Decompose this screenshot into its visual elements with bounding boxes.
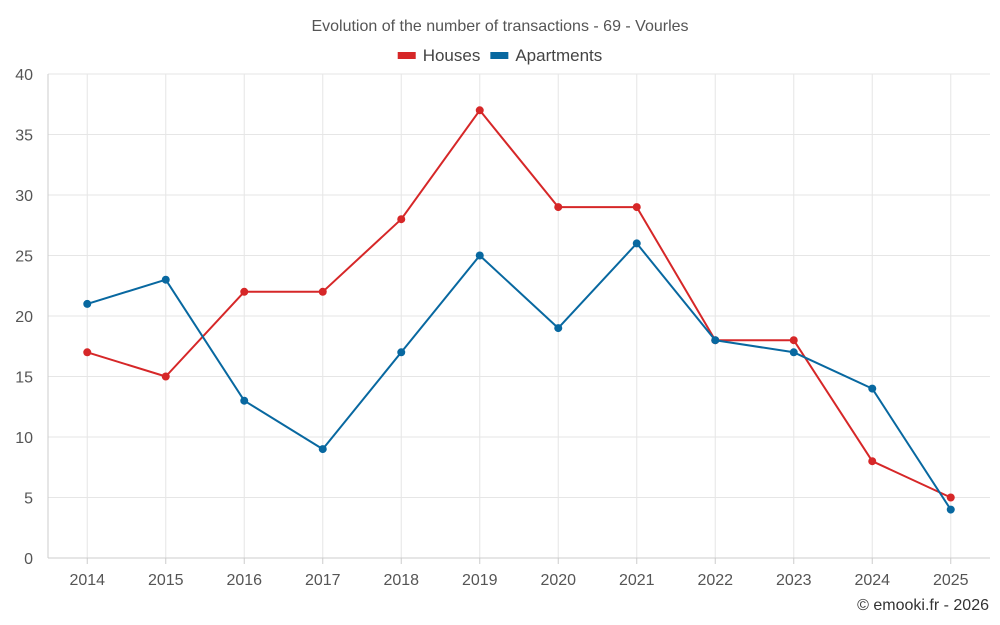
- data-point-houses-2023[interactable]: [789, 336, 798, 345]
- legend-swatch-apartments: [490, 52, 509, 59]
- gridlines: [48, 73, 990, 558]
- data-point-houses-2021[interactable]: [632, 203, 641, 212]
- data-point-apartments-2014[interactable]: [83, 299, 92, 308]
- data-point-houses-2024[interactable]: [868, 457, 877, 466]
- data-point-houses-2017[interactable]: [318, 287, 327, 296]
- data-point-apartments-2020[interactable]: [554, 324, 563, 333]
- x-tick-label: 2025: [933, 572, 969, 589]
- y-tick-label: 30: [15, 188, 33, 205]
- x-tick-label: 2021: [619, 572, 655, 589]
- x-tick-label: 2022: [697, 572, 733, 589]
- data-point-houses-2020[interactable]: [554, 203, 563, 212]
- data-point-apartments-2018[interactable]: [397, 348, 406, 357]
- data-point-apartments-2019[interactable]: [475, 251, 484, 260]
- data-point-apartments-2025[interactable]: [946, 505, 955, 514]
- data-point-houses-2018[interactable]: [397, 215, 406, 224]
- y-tick-label: 15: [15, 370, 33, 387]
- x-tick-label: 2014: [69, 572, 105, 589]
- legend[interactable]: Houses Apartments: [397, 46, 603, 65]
- x-tick-label: 2018: [383, 572, 419, 589]
- data-point-apartments-2023[interactable]: [789, 348, 798, 357]
- data-point-houses-2019[interactable]: [475, 106, 484, 115]
- data-point-houses-2015[interactable]: [161, 372, 170, 381]
- series-line-houses: [86, 109, 952, 499]
- x-tick-label: 2015: [148, 572, 184, 589]
- series-group: [83, 106, 955, 514]
- legend-item-apartments[interactable]: Apartments: [490, 46, 602, 65]
- x-axis-ticks: 2014 2015 2016 2017 2018 2019 2020 2021 2022 2023…: [69, 572, 968, 589]
- legend-item-houses[interactable]: Houses: [397, 46, 481, 65]
- chart-title: Evolution of the number of transactions …: [311, 18, 688, 35]
- data-point-apartments-2022[interactable]: [711, 336, 720, 345]
- y-tick-label: 10: [15, 430, 33, 447]
- data-point-apartments-2017[interactable]: [318, 445, 327, 454]
- x-tick-label: 2019: [462, 572, 498, 589]
- axes: [47, 74, 990, 564]
- series-line-apartments: [86, 242, 952, 511]
- data-point-houses-2025[interactable]: [946, 493, 955, 502]
- y-tick-label: 20: [15, 309, 33, 326]
- legend-label-houses: Houses: [423, 46, 481, 65]
- x-tick-label: 2016: [226, 572, 262, 589]
- legend-label-apartments: Apartments: [515, 46, 602, 65]
- y-tick-label: 25: [15, 249, 33, 266]
- data-point-apartments-2024[interactable]: [868, 384, 877, 393]
- y-tick-label: 5: [24, 491, 33, 508]
- data-point-apartments-2021[interactable]: [632, 239, 641, 248]
- y-tick-label: 40: [15, 67, 33, 84]
- legend-swatch-houses: [397, 52, 416, 59]
- x-tick-label: 2024: [854, 572, 890, 589]
- y-tick-label: 35: [15, 128, 33, 145]
- data-point-houses-2016[interactable]: [240, 287, 249, 296]
- y-axis-ticks: 0 5 10 15 20 25 30 35 40: [15, 67, 33, 568]
- data-point-apartments-2016[interactable]: [240, 396, 249, 405]
- x-tick-label: 2020: [540, 572, 576, 589]
- credit-text: © emooki.fr - 2026: [857, 597, 989, 614]
- series-apartments: [83, 239, 955, 514]
- data-point-houses-2014[interactable]: [83, 348, 92, 357]
- x-tick-label: 2017: [305, 572, 341, 589]
- series-houses: [83, 106, 955, 502]
- x-tick-label: 2023: [776, 572, 812, 589]
- data-point-apartments-2015[interactable]: [161, 275, 170, 284]
- y-tick-label: 0: [24, 551, 33, 568]
